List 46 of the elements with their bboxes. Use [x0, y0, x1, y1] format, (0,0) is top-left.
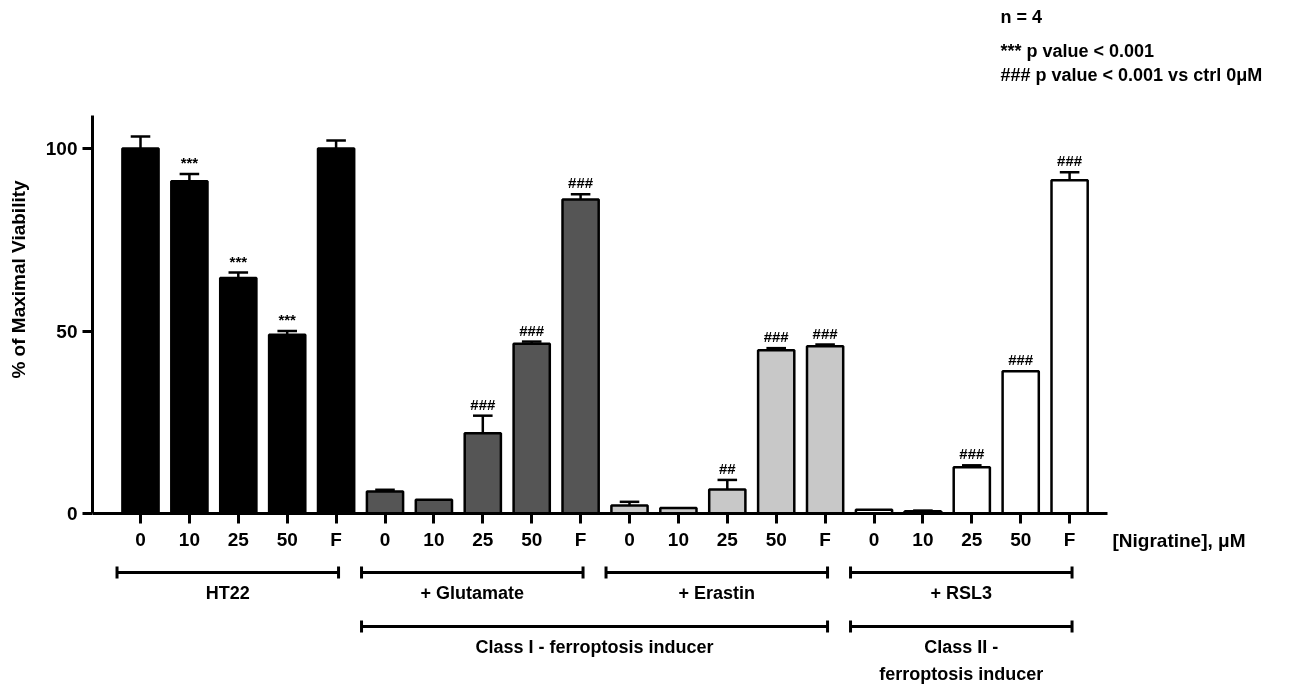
x-tick-label: 0 [135, 528, 146, 550]
text: *** p value < 0.001 [1000, 40, 1155, 61]
x-tick-label: 0 [379, 528, 391, 550]
data-label: ### [959, 445, 985, 463]
text: Class I - ferroptosis inducer [475, 636, 714, 657]
x-tick-label: F [1063, 528, 1076, 550]
x-tick-label: 0 [624, 528, 635, 550]
data-label: ### [519, 321, 545, 339]
x-tick-label: 25 [716, 528, 739, 550]
y-axis-title: % of Maximal Viability [7, 179, 29, 379]
data-label: ### [812, 324, 839, 342]
y-tick-label: 50 [56, 320, 78, 342]
x-tick-label: F [819, 528, 831, 550]
x-tick-label: 25 [227, 528, 250, 550]
x-tick-label: 50 [276, 528, 298, 550]
data-label: ### [1057, 152, 1083, 170]
x-tick-label: 10 [912, 528, 934, 550]
x-tick-label: 25 [961, 528, 983, 550]
x-tick-label: F [574, 528, 587, 550]
text: + RSL3 [930, 582, 993, 603]
text: HT22 [205, 582, 250, 603]
x-tick-label: 10 [667, 528, 689, 550]
text: + Erastin [678, 582, 756, 603]
x-tick-label: 50 [765, 528, 787, 550]
x-tick-label: 10 [423, 528, 445, 550]
text: + Glutamate [420, 582, 525, 603]
x-tick-label: F [330, 528, 342, 550]
data-label: ### [568, 174, 594, 192]
x-axis-title: [Nigratine], μM [1112, 530, 1246, 551]
text: Class II - ferroptosis inducer [879, 636, 1044, 684]
text: n = 4 [1000, 6, 1043, 27]
data-label: ## [718, 459, 737, 477]
x-tick-label: 25 [472, 528, 494, 550]
data-label: ### [470, 395, 496, 413]
x-tick-label: 10 [178, 528, 200, 550]
data-label: *** [180, 154, 199, 172]
x-tick-label: 50 [1010, 528, 1032, 550]
text: ### p value < 0.001 vs ctrl 0μM [1000, 64, 1263, 85]
y-tick-label: 100 [45, 138, 78, 159]
x-tick-label: 50 [521, 528, 543, 550]
data-label: ### [1008, 351, 1034, 369]
data-label: *** [278, 311, 297, 328]
data-label: ### [763, 328, 790, 346]
data-label: *** [229, 252, 248, 270]
y-tick-label: 0 [66, 503, 78, 524]
x-tick-label: 0 [868, 528, 880, 550]
